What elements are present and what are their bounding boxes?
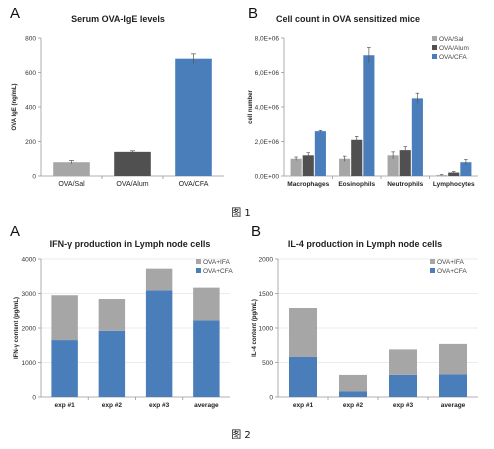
chart-3-legend-swatch [196, 268, 201, 273]
chart-3-ytick-label: 2000 [22, 325, 37, 332]
chart-2-ytick-label: 4,0E+06 [255, 104, 280, 111]
chart-4-bar-ova-cfa-2 [339, 391, 367, 397]
chart-4-ytick-label: 1000 [259, 325, 274, 332]
chart-2-category-label: Lymphocytes [433, 181, 475, 188]
chart-2-ytick-label: 2,0E+06 [255, 139, 280, 146]
chart-2-bar-ova-alum-1 [302, 155, 314, 176]
chart-3-panel-letter: A [10, 223, 20, 240]
chart-4-category-label: exp #3 [393, 402, 414, 409]
chart-3-bar-ova-ifa-3 [145, 268, 173, 291]
chart-2-category-label: Neutrophils [387, 181, 423, 188]
chart-4-bar-ova-ifa-1 [289, 307, 317, 357]
chart-4-category-label: exp #2 [343, 402, 364, 409]
chart-3-category-label: exp #2 [102, 402, 123, 409]
chart-2-bar-ova-sal-3 [387, 155, 399, 176]
chart-2-legend-label: OVA/CFA [439, 54, 467, 61]
chart-1-panel-letter: A [10, 5, 20, 22]
chart-3-ytick-label: 1000 [22, 360, 37, 367]
chart-3-legend-label: OVA+CFA [203, 268, 233, 275]
chart-2-ytick-label: 6,0E+06 [255, 70, 280, 77]
chart-2-title: Cell count in OVA sensitized mice [276, 14, 420, 24]
chart-4-ytick-label: 1500 [259, 291, 274, 298]
chart-3-bar-ova-cfa-4 [193, 320, 220, 397]
chart-4-bar-ova-ifa-4 [439, 343, 467, 375]
chart-3-ylabel: IFN-γ content (pg/mL) [14, 297, 20, 359]
chart-3-ytick-label: 0 [32, 394, 36, 401]
chart-2-legend-label: OVA/Alum [439, 45, 469, 52]
chart-4-bar-ova-cfa-3 [389, 374, 417, 397]
chart-2-bar-ova-cfa-3 [411, 98, 423, 176]
chart-4-ylabel: IL-4 content (pg/mL) [252, 299, 258, 357]
chart-2-ylabel: cell number [248, 90, 254, 124]
chart-2-bar-ova-cfa-2 [363, 55, 375, 176]
chart-2-bar-ova-sal-2 [339, 158, 351, 176]
chart-4-bar-ova-cfa-1 [289, 356, 317, 397]
chart-4-panel-letter: B [251, 223, 261, 240]
chart-2-category-label: Macrophages [287, 181, 329, 188]
chart-3-bar-ova-ifa-1 [51, 295, 78, 341]
chart-1-ytick-label: 800 [25, 35, 36, 42]
chart-2-panel-letter: B [248, 5, 258, 22]
chart-4-legend-swatch [430, 259, 435, 264]
chart-3-bar-ova-cfa-1 [51, 340, 78, 397]
chart-1-ytick-label: 400 [25, 104, 36, 111]
chart-2-ytick-label: 0,0E+00 [255, 173, 280, 180]
chart-2-bar-ova-cfa-1 [314, 131, 326, 176]
chart-2-bar-ova-alum-4 [448, 172, 460, 176]
chart-1-ytick-label: 600 [25, 70, 36, 77]
chart-2-legend-swatch [432, 54, 437, 59]
chart-3-title: IFN-γ production in Lymph node cells [50, 239, 211, 249]
chart-3-bar-ova-ifa-4 [193, 287, 220, 321]
chart-3-legend-label: OVA+IFA [203, 259, 230, 266]
chart-4-ytick-label: 0 [269, 394, 273, 401]
chart-1-category-label: OVA/CFA [179, 181, 209, 188]
figure-2-caption: 图 2 [231, 429, 251, 441]
chart-2-bar-ova-alum-2 [351, 139, 363, 176]
chart-4-category-label: exp #1 [293, 402, 314, 409]
chart-4-legend-label: OVA+CFA [437, 268, 467, 275]
chart-1-ylabel: OVA IgE (ng/mL) [12, 84, 18, 131]
chart-1-category-label: OVA/Sal [58, 181, 85, 188]
chart-4-bar-ova-ifa-2 [339, 374, 367, 392]
chart-3-bar-ova-cfa-3 [145, 290, 173, 397]
chart-4-title: IL-4 production in Lymph node cells [288, 239, 442, 249]
chart-2-bar-ova-alum-3 [399, 150, 411, 176]
chart-1-bar-2 [114, 151, 151, 176]
chart-3-ytick-label: 4000 [22, 256, 37, 263]
chart-1-category-label: OVA/Alum [116, 181, 148, 188]
chart-3-category-label: exp #3 [149, 402, 170, 409]
chart-4-ytick-label: 500 [262, 360, 273, 367]
chart-1-bar-3 [175, 58, 212, 177]
chart-1-ytick-label: 200 [25, 139, 36, 146]
chart-4-bar-ova-ifa-3 [389, 349, 417, 375]
chart-2-legend-swatch [432, 45, 437, 50]
chart-4-legend-swatch [430, 268, 435, 273]
chart-2-bar-ova-sal-1 [290, 158, 302, 176]
chart-4-ytick-label: 2000 [259, 256, 274, 263]
chart-4-legend-label: OVA+IFA [437, 259, 464, 266]
chart-3-category-label: average [194, 402, 219, 409]
chart-2-legend-swatch [432, 36, 437, 41]
chart-2-bar-ova-cfa-4 [460, 162, 472, 176]
chart-1-bar-1 [53, 162, 90, 176]
chart-1-ytick-label: 0 [32, 173, 36, 180]
chart-1-title: Serum OVA-IgE levels [71, 14, 165, 24]
chart-2-ytick-label: 8,0E+06 [255, 35, 280, 42]
chart-3-ytick-label: 3000 [22, 291, 37, 298]
chart-3-bar-ova-ifa-2 [98, 299, 126, 331]
chart-3-category-label: exp #1 [55, 402, 76, 409]
chart-3-bar-ova-cfa-2 [98, 330, 126, 397]
chart-2-legend-label: OVA/Sal [439, 36, 464, 43]
chart-2-category-label: Eosinophils [338, 181, 375, 188]
figure-1-caption: 图 1 [231, 207, 251, 219]
chart-4-category-label: average [441, 402, 466, 409]
chart-4-bar-ova-cfa-4 [439, 374, 467, 397]
chart-3-legend-swatch [196, 259, 201, 264]
